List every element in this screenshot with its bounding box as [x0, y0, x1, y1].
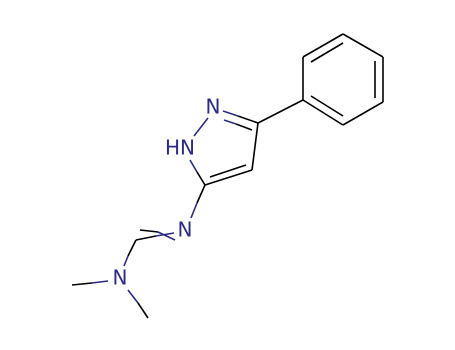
atom-label: HN — [165, 136, 195, 160]
atom-label: N — [206, 95, 221, 119]
atom-label: N — [113, 266, 128, 290]
atom-label: N — [178, 218, 193, 242]
bonds — [71, 33, 384, 319]
